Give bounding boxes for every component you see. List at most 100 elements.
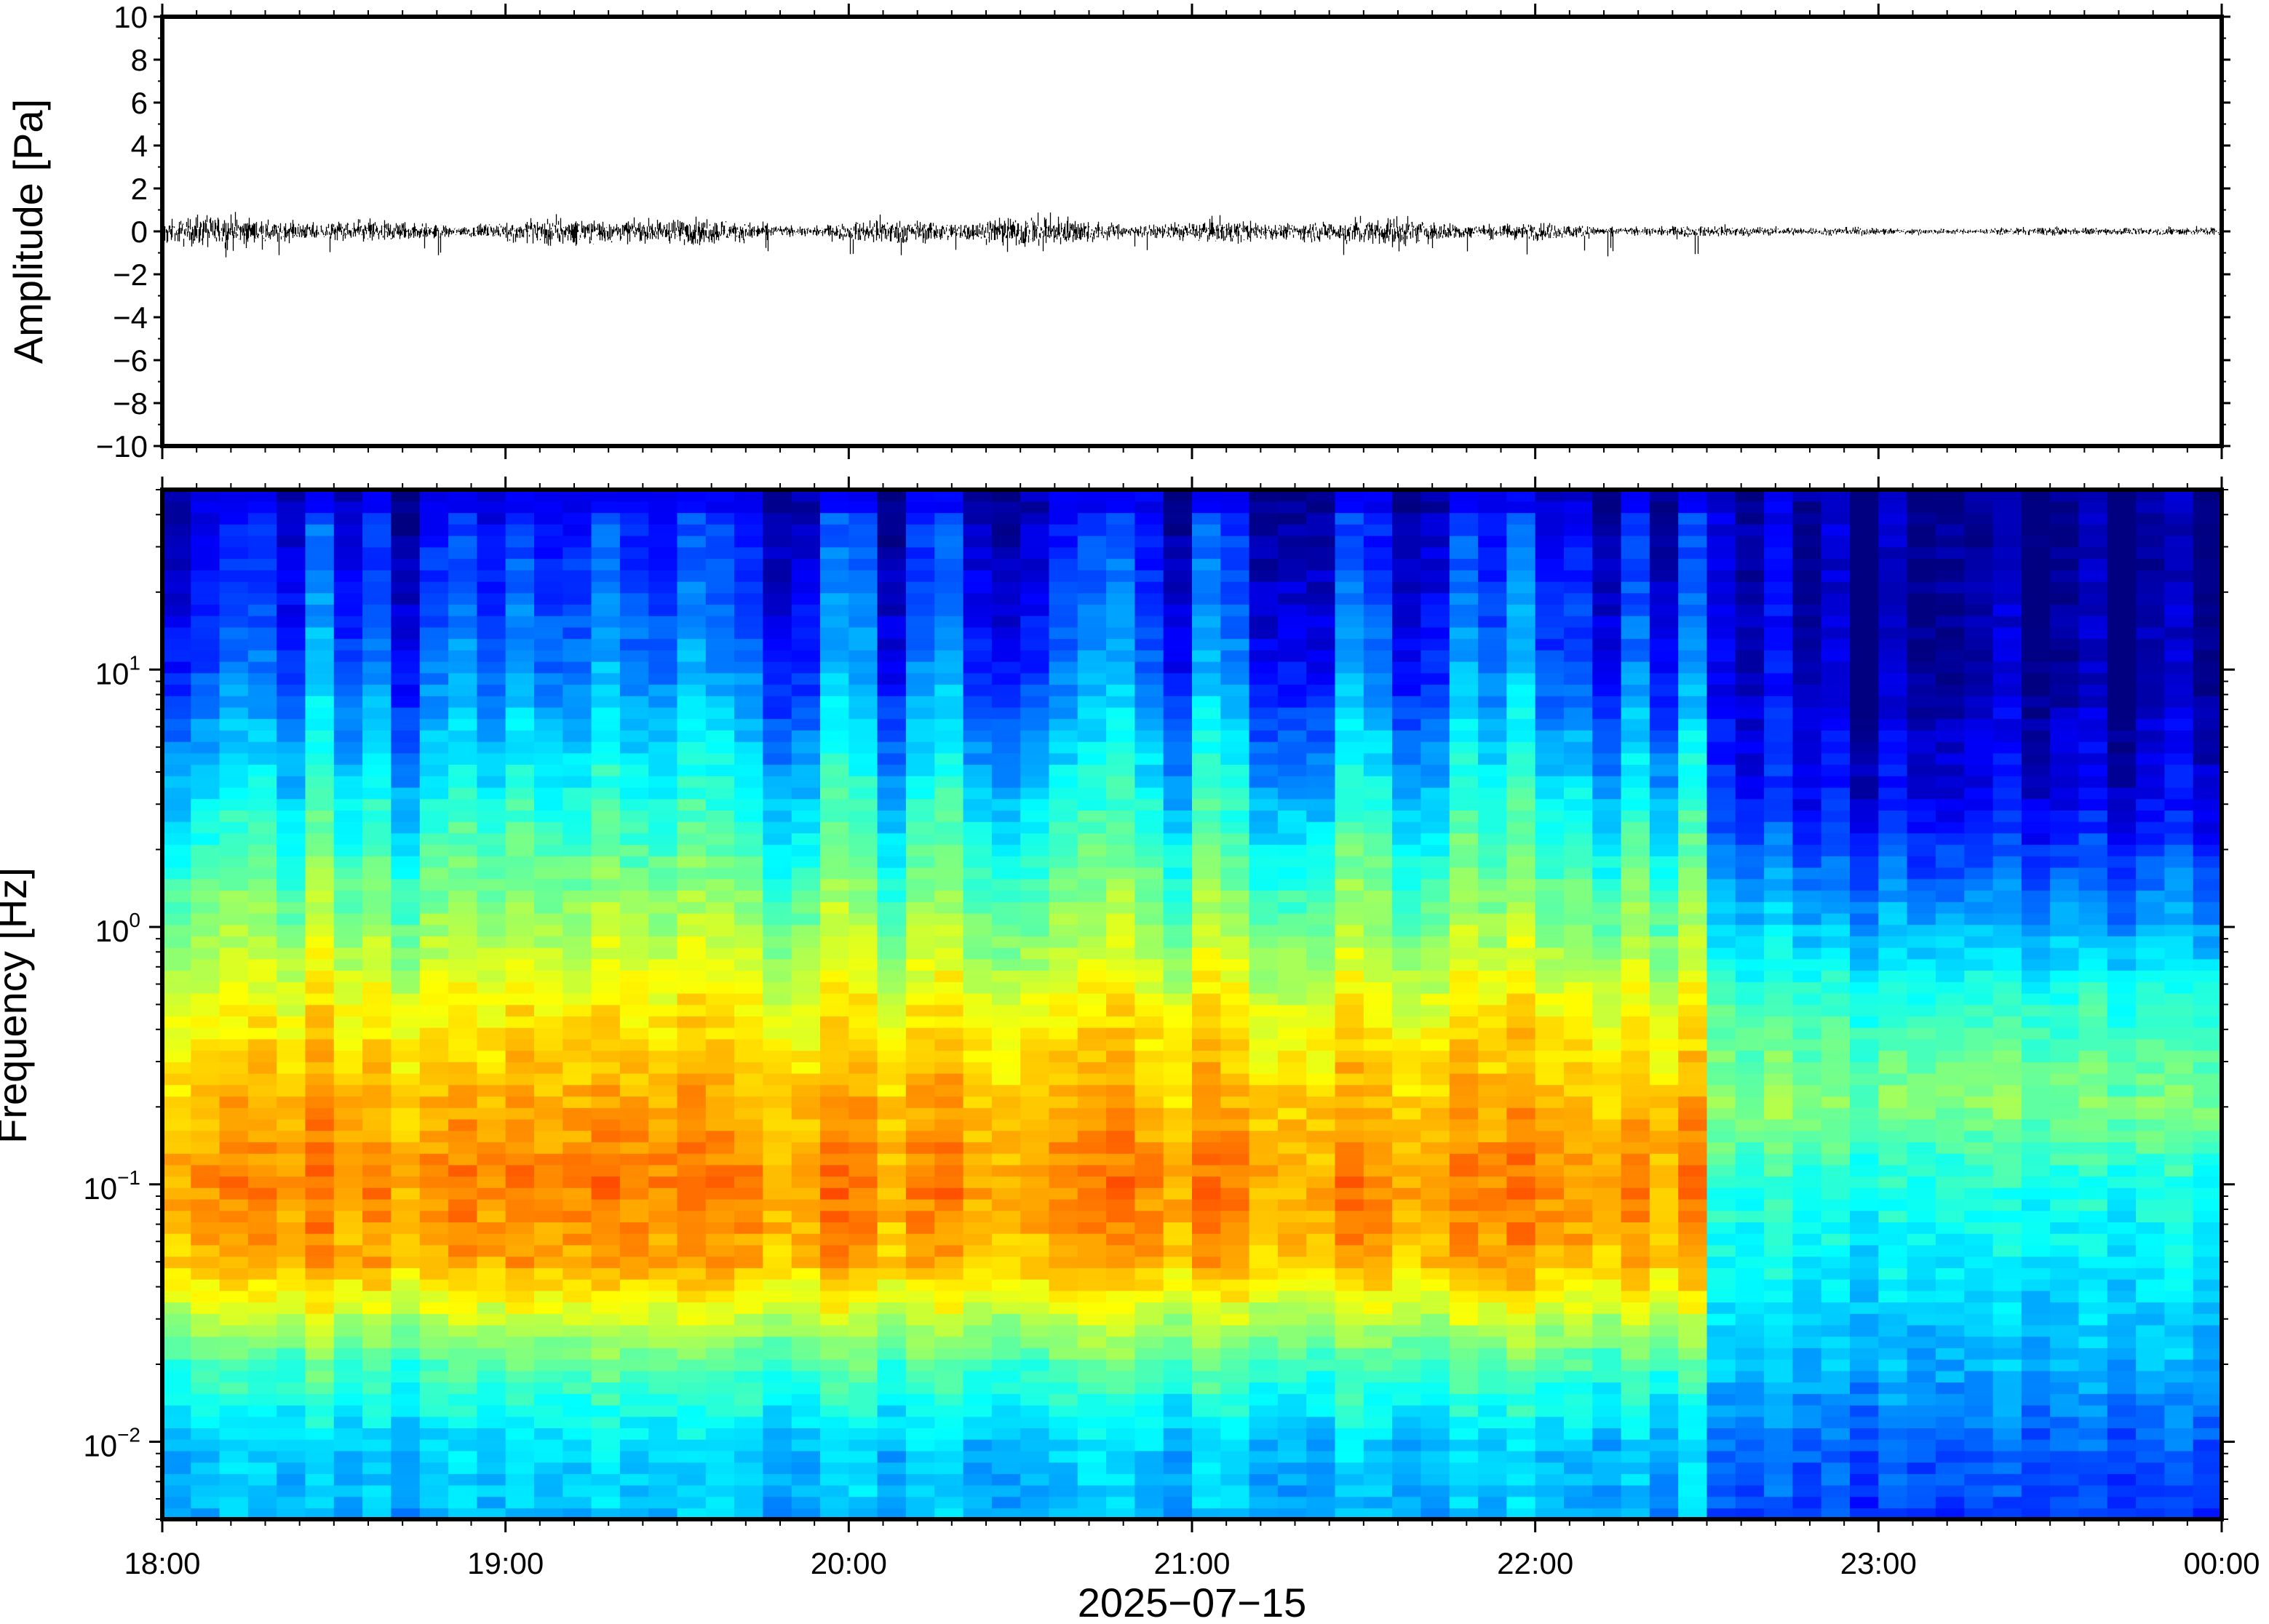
spectrogram-cell (1649, 912, 1679, 926)
spectrogram-cell (1564, 1382, 1594, 1394)
spectrogram-cell (477, 706, 506, 720)
spectrogram-cell (448, 901, 478, 914)
spectrogram-cell (1678, 1118, 1708, 1131)
spectrogram-cell (1306, 1336, 1336, 1348)
spectrogram-cell (791, 764, 821, 776)
spectrogram-cell (1134, 924, 1164, 936)
spectrogram-cell (677, 787, 707, 800)
spectrogram-cell (734, 615, 764, 628)
spectrogram-cell (849, 1256, 878, 1268)
spectrogram-cell (1020, 1438, 1050, 1452)
spectrogram-cell (1649, 638, 1679, 650)
spectrogram-cell (1106, 1084, 1136, 1097)
spectrogram-cell (477, 856, 506, 868)
spectrogram-cell (820, 1290, 850, 1303)
spectrogram-cell (277, 718, 306, 731)
spectrogram-cell (1449, 1222, 1479, 1234)
spectrogram-cell (734, 638, 764, 650)
spectrogram-cell (677, 1233, 707, 1246)
spectrogram-cell (419, 890, 449, 902)
spectrogram-cell (677, 490, 707, 502)
spectrogram-cell (1049, 1153, 1078, 1166)
spectrogram-cell (820, 638, 850, 650)
spectrogram-cell (1306, 1062, 1336, 1074)
spectrogram-cell (1678, 1050, 1708, 1062)
spectrogram-cell (1049, 558, 1078, 570)
spectrogram-cell (505, 1370, 535, 1383)
spectrogram-cell (849, 718, 878, 731)
spectrogram-cell (391, 947, 421, 960)
spectrogram-cell (563, 1438, 592, 1452)
spectrogram-cell (1649, 570, 1679, 582)
spectrogram-cell (563, 730, 592, 742)
spectrogram-cell (849, 1210, 878, 1222)
spectrogram-cell (1649, 650, 1679, 662)
spectrogram-cell (1163, 1187, 1193, 1200)
spectrogram-cell (477, 958, 506, 971)
spectrogram-cell (1592, 821, 1622, 834)
spectrogram-cell (362, 1130, 392, 1142)
spectrogram-cell (619, 776, 649, 788)
spectrogram-cell (191, 1050, 220, 1062)
spectrogram-cell (391, 1062, 421, 1074)
spectrogram-cell (934, 1027, 964, 1040)
spectrogram-cell (734, 1484, 764, 1497)
spectrogram-cell (1592, 661, 1622, 674)
spectrogram-cell (1277, 638, 1307, 650)
spectrogram-cell (1392, 696, 1422, 708)
spectrogram-cell (563, 650, 592, 662)
spectrogram-cell (1621, 1428, 1650, 1440)
spectrogram-cell (419, 776, 449, 788)
spectrogram-cell (763, 570, 792, 582)
spectrogram-cell (591, 718, 621, 731)
spectrogram-cell (191, 1244, 220, 1257)
spectrogram-cell (1077, 1244, 1107, 1257)
spectrogram-cell (1106, 1278, 1136, 1291)
spectrogram-cell (1592, 1450, 1622, 1463)
spectrogram-cell (734, 1004, 764, 1016)
spectrogram-cell (1564, 1004, 1594, 1016)
spectrogram-cell (1478, 821, 1508, 834)
spectrogram-cell (1564, 1187, 1594, 1200)
spectrogram-cell (648, 1348, 678, 1360)
spectrogram-cell (191, 650, 220, 662)
spectrogram-cell (162, 558, 192, 570)
spectrogram-cell (1621, 592, 1650, 605)
spectrogram-cell (1478, 1484, 1508, 1497)
spectrogram-cell (677, 1302, 707, 1314)
spectrogram-cell (648, 844, 678, 856)
spectrogram-cell (1077, 1324, 1107, 1337)
spectrogram-cell (477, 1370, 506, 1383)
spectrogram-cell (1163, 947, 1193, 960)
spectrogram-cell (1277, 1313, 1307, 1326)
spectrogram-cell (1335, 1290, 1364, 1303)
spectrogram-cell (1420, 776, 1450, 788)
spectrogram-cell (877, 512, 907, 525)
spectrogram-cell (1192, 1256, 1222, 1268)
spectrogram-cell (1649, 776, 1679, 788)
spectrogram-cell (305, 764, 335, 776)
spectrogram-cell (648, 1050, 678, 1062)
spectrogram-cell (1249, 1107, 1279, 1120)
spectrogram-cell (820, 1072, 850, 1086)
spectrogram-cell (1049, 992, 1078, 1006)
spectrogram-cell (419, 1313, 449, 1326)
spectrogram-cell (677, 1118, 707, 1131)
spectrogram-cell (849, 730, 878, 742)
spectrogram-cell (1020, 810, 1050, 822)
spectrogram-cell (877, 1062, 907, 1074)
spectrogram-cell (391, 490, 421, 502)
spectrogram-cell (1192, 936, 1222, 948)
spectrogram-cell (1649, 1142, 1679, 1154)
spectrogram-cell (991, 1004, 1021, 1016)
spectrogram-cell (1449, 512, 1479, 525)
spectrogram-cell (1392, 912, 1422, 926)
spectrogram-cell (391, 1267, 421, 1280)
spectrogram-cell (1277, 878, 1307, 891)
spectrogram-cell (619, 912, 649, 926)
spectrogram-cell (619, 1302, 649, 1314)
spectrogram-cell (1192, 1198, 1222, 1211)
spectrogram-cell (1277, 1222, 1307, 1234)
spectrogram-cell (1192, 1084, 1222, 1097)
spectrogram-cell (162, 1244, 192, 1257)
